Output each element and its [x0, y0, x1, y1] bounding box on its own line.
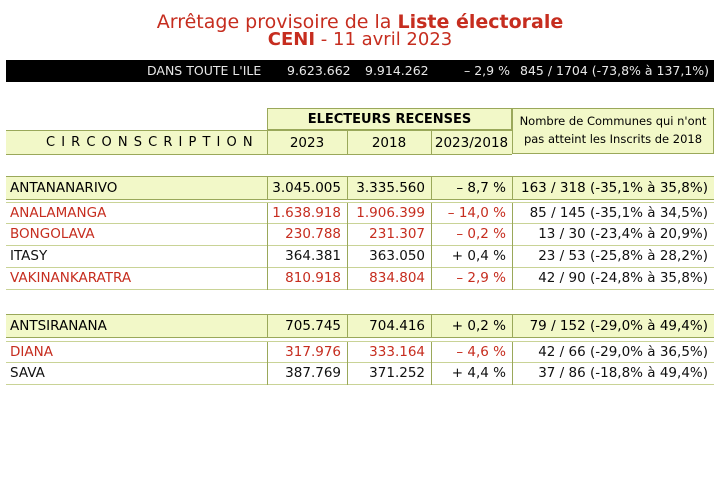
- province-communes: 163 / 318 (-35,1% à 35,8%): [521, 180, 708, 196]
- region-communes: 13 / 30 (-23,4% à 20,9%): [538, 226, 708, 242]
- title-prefix: Arrêtage provisoire de la: [156, 11, 398, 33]
- province-2018: 704.416: [369, 318, 425, 334]
- region-2023: 230.788: [285, 226, 341, 242]
- header-group-label: ELECTEURS RECENSES: [307, 112, 472, 127]
- header-2018: 2018: [371, 135, 407, 151]
- summary-label: DANS TOUTE L'ILE: [147, 63, 262, 78]
- region-name: BONGOLAVA: [10, 226, 95, 242]
- province-row: ANTANANARIVO 3.045.005 3.335.560 – 8,7 %…: [6, 176, 714, 200]
- header-group: ELECTEURS RECENSES: [267, 108, 512, 130]
- summary-2023: 9.623.662: [287, 63, 351, 78]
- province-variation: + 0,2 %: [451, 318, 506, 334]
- header-circonscription: C I R C O N S C R I P T I O N: [46, 135, 254, 150]
- table-row: ITASY 364.381 363.050 + 0,4 % 23 / 53 (-…: [6, 246, 714, 268]
- table-row: ANALAMANGA 1.638.918 1.906.399 – 14,0 % …: [6, 202, 714, 225]
- province-row: ANTSIRANANA 705.745 704.416 + 0,2 % 79 /…: [6, 314, 714, 338]
- header-variation: 2023/2018: [434, 135, 509, 151]
- region-communes: 37 / 86 (-18,8% à 49,4%): [538, 365, 708, 381]
- region-variation: + 0,4 %: [451, 248, 506, 264]
- region-communes: 85 / 145 (-35,1% à 34,5%): [529, 205, 708, 221]
- region-2023: 364.381: [285, 248, 341, 264]
- region-name: ITASY: [10, 248, 48, 264]
- region-2018: 1.906.399: [356, 205, 425, 221]
- summary-communes: 845 / 1704 (-73,8% à 137,1%): [520, 63, 710, 78]
- region-2023: 1.638.918: [272, 205, 341, 221]
- region-variation: – 4,6 %: [456, 344, 506, 360]
- header-communes: Nombre de Communes qui n'ont pas atteint…: [512, 108, 714, 154]
- region-communes: 42 / 90 (-24,8% à 35,8%): [538, 270, 708, 286]
- subtitle-date: - 11 avril 2023: [315, 29, 453, 50]
- region-name: ANALAMANGA: [10, 205, 107, 221]
- table-row: BONGOLAVA 230.788 231.307 – 0,2 % 13 / 3…: [6, 224, 714, 246]
- region-variation: – 14,0 %: [447, 205, 506, 221]
- page-title: Arrêtage provisoire de la Liste électora…: [0, 11, 720, 33]
- header-2023: 2023: [289, 135, 325, 151]
- summary-2018: 9.914.262: [365, 63, 429, 78]
- region-name: DIANA: [10, 344, 53, 360]
- province-2018: 3.335.560: [356, 180, 425, 196]
- table-row: DIANA 317.976 333.164 – 4,6 % 42 / 66 (-…: [6, 341, 714, 364]
- province-communes: 79 / 152 (-29,0% à 49,4%): [529, 318, 708, 334]
- table-row: VAKINANKARATRA 810.918 834.804 – 2,9 % 4…: [6, 268, 714, 290]
- region-2018: 231.307: [369, 226, 425, 242]
- header-communes-line2: pas atteint les Inscrits de 2018: [523, 132, 703, 146]
- province-name: ANTSIRANANA: [10, 318, 107, 334]
- region-2023: 317.976: [285, 344, 341, 360]
- region-2018: 333.164: [369, 344, 425, 360]
- region-2018: 371.252: [369, 365, 425, 381]
- region-2023: 810.918: [285, 270, 341, 286]
- province-name: ANTANANARIVO: [10, 180, 118, 196]
- header-communes-line1: Nombre de Communes qui n'ont: [519, 114, 707, 128]
- region-variation: – 0,2 %: [456, 226, 506, 242]
- province-2023: 705.745: [285, 318, 341, 334]
- header-row: C I R C O N S C R I P T I O N 2023 2018 …: [6, 130, 512, 155]
- region-name: VAKINANKARATRA: [10, 270, 132, 286]
- summary-variation: – 2,9 %: [464, 63, 510, 78]
- province-2023: 3.045.005: [272, 180, 341, 196]
- summary-bar: DANS TOUTE L'ILE 9.623.662 9.914.262 – 2…: [6, 60, 714, 82]
- subtitle-bold: CENI: [267, 29, 316, 50]
- title-bold: Liste électorale: [397, 11, 564, 33]
- region-2018: 363.050: [369, 248, 425, 264]
- region-communes: 23 / 53 (-25,8% à 28,2%): [538, 248, 708, 264]
- region-communes: 42 / 66 (-29,0% à 36,5%): [538, 344, 708, 360]
- table-row: SAVA 387.769 371.252 + 4,4 % 37 / 86 (-1…: [6, 363, 714, 385]
- region-2018: 834.804: [369, 270, 425, 286]
- region-name: SAVA: [10, 365, 45, 381]
- page-subtitle: CENI - 11 avril 2023: [0, 29, 720, 50]
- province-variation: – 8,7 %: [456, 180, 506, 196]
- region-variation: + 4,4 %: [451, 365, 506, 381]
- region-2023: 387.769: [285, 365, 341, 381]
- region-variation: – 2,9 %: [456, 270, 506, 286]
